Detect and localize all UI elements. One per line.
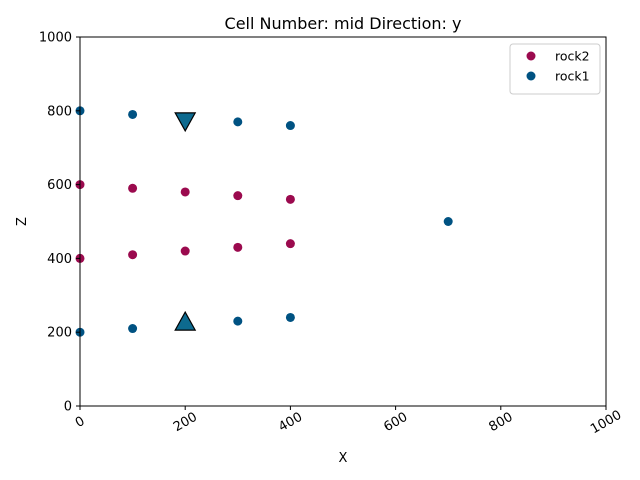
axes: 0 200 400 600 800 1000 0 200 400 600 800 1000 (39, 31, 624, 438)
x-tick-label: 200 (171, 410, 200, 435)
chart-title: Cell Number: mid Direction: y (225, 14, 462, 33)
legend-label-rock2: rock2 (555, 49, 590, 64)
rock2-point (128, 183, 138, 193)
axes-frame (79, 36, 607, 407)
x-tick-label: 1000 (588, 408, 624, 438)
y-tick-label: 600 (47, 178, 72, 193)
y-tick-label: 800 (47, 104, 72, 119)
rock2-point (180, 246, 190, 256)
rock1-point (443, 217, 453, 226)
y-tick-label: 400 (47, 252, 72, 267)
y-axis-label: Z (15, 217, 30, 226)
legend-label-rock1: rock1 (555, 69, 590, 84)
legend: rock2 rock1 (509, 43, 601, 95)
rock1-point (128, 109, 138, 119)
plot-area (75, 106, 453, 337)
x-tick-label: 600 (381, 410, 410, 435)
rock1-point (128, 324, 138, 334)
legend-marker-rock2 (526, 51, 536, 61)
triangle-up-marker (174, 310, 197, 331)
legend-marker-rock1 (526, 71, 536, 81)
rock2-point (180, 187, 190, 197)
y-tick-label: 1000 (39, 31, 72, 46)
x-tick-label: 400 (276, 410, 305, 435)
rock2-point (233, 191, 243, 201)
rock2-point (128, 250, 138, 260)
rock1-point (233, 117, 243, 127)
rock2-point (285, 239, 295, 249)
x-axis-label: X (339, 451, 348, 466)
rock1-point (233, 316, 243, 326)
y-tick-label: 0 (64, 400, 72, 415)
rock1-point (285, 121, 295, 131)
rock2-point (233, 242, 243, 252)
x-tick-label: 0 (73, 414, 88, 431)
rock2-point (285, 194, 295, 204)
x-tick-label: 800 (487, 410, 516, 435)
y-tick-label: 200 (47, 326, 72, 341)
rock1-point (285, 312, 295, 322)
triangle-down-marker (174, 112, 197, 133)
